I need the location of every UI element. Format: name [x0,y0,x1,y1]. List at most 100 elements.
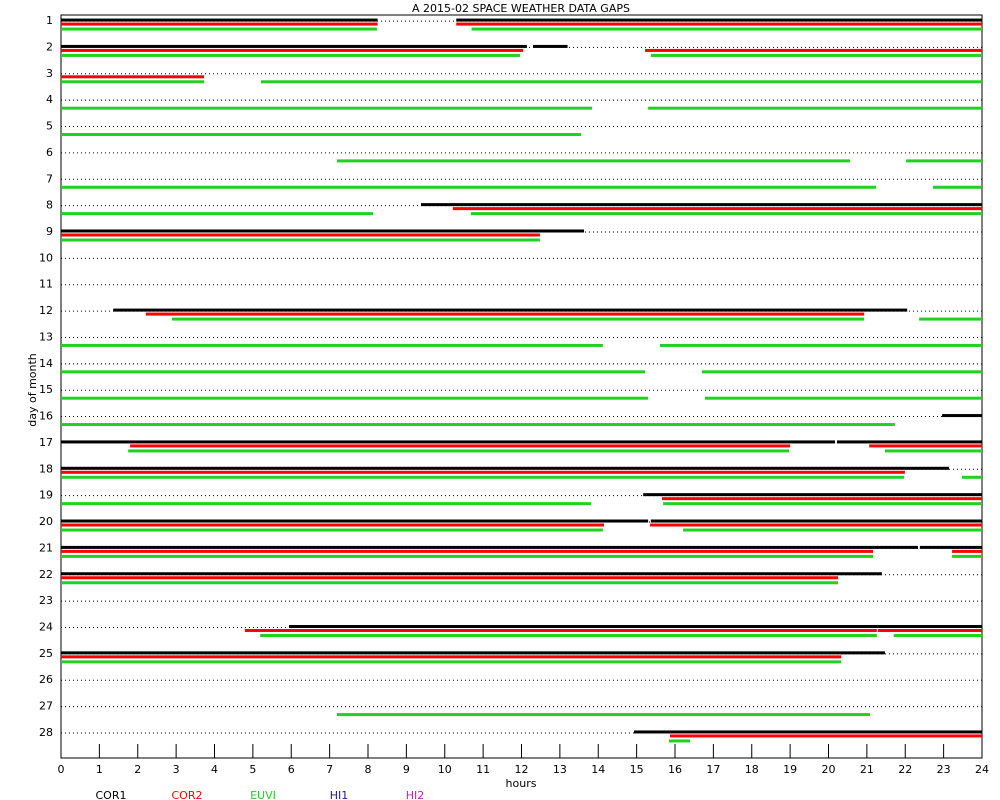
data-segment [906,159,982,163]
data-segment [61,576,839,580]
data-segment [336,713,870,717]
y-tick-label: 12 [39,304,53,317]
y-tick-label: 18 [39,462,53,475]
y-tick-label: 9 [46,225,53,238]
data-segment [962,475,982,479]
x-tick-label: 1 [96,763,103,776]
y-axis-label: day of month [26,353,39,427]
x-tick-label: 24 [975,763,989,776]
data-segment [643,493,982,497]
y-tick-label: 28 [39,726,53,739]
data-segment [61,343,603,347]
data-segment [633,730,982,734]
data-segment [61,75,205,79]
data-segment [171,317,865,321]
x-tick-label: 0 [58,763,65,776]
data-segment [456,22,982,26]
x-tick-label: 2 [134,763,141,776]
data-segment [260,80,983,84]
data-segment [919,545,982,549]
y-tick-label: 16 [39,410,53,423]
data-segment [668,739,690,743]
y-tick-label: 17 [39,436,53,449]
data-segment [893,633,982,637]
data-segment [61,229,585,233]
data-segment [61,660,842,664]
data-segment [61,528,603,532]
data-segment [932,185,982,189]
y-tick-label: 2 [46,40,53,53]
x-tick-label: 14 [591,763,605,776]
data-segment [836,440,982,444]
y-tick-label: 1 [46,14,53,27]
data-segment [683,528,982,532]
data-segment [145,312,865,316]
data-segment [336,159,850,163]
x-tick-label: 3 [173,763,180,776]
data-segment [128,449,789,453]
y-tick-label: 22 [39,568,53,581]
data-segment [61,523,605,527]
x-tick-label: 12 [515,763,529,776]
y-tick-label: 4 [46,93,53,106]
y-tick-label: 3 [46,67,53,80]
data-segment [61,475,905,479]
y-tick-label: 24 [39,620,53,633]
data-segment [244,628,877,632]
x-tick-label: 13 [553,763,567,776]
data-segment [645,48,982,52]
data-segment [670,734,982,738]
data-segment [61,549,874,553]
y-tick-label: 19 [39,489,53,502]
legend-label: HI2 [406,789,425,800]
y-tick-label: 14 [39,357,53,370]
data-segment [470,212,982,216]
data-segment [878,628,982,632]
data-segment [61,22,378,26]
data-segment [452,207,983,211]
y-tick-label: 21 [39,541,53,554]
data-segment [260,633,877,637]
data-segment [61,133,581,137]
data-segment [61,27,377,31]
data-segment [661,497,982,501]
data-segment [61,423,895,427]
data-segment [61,44,527,48]
data-segment [61,554,874,558]
data-segment [61,396,649,400]
data-segment [61,48,524,52]
y-tick-label: 23 [39,594,53,607]
x-tick-label: 17 [706,763,720,776]
data-segment [113,308,908,312]
data-segment [61,581,839,585]
data-segment [61,18,378,22]
data-segment [61,80,205,84]
legend-label: HI1 [330,789,349,800]
y-tick-label: 13 [39,330,53,343]
x-tick-label: 23 [937,763,951,776]
legend-label: EUVI [250,789,276,800]
data-segment [61,440,836,444]
y-tick-label: 6 [46,146,53,159]
x-axis-label: hours [506,777,537,790]
y-tick-label: 26 [39,673,53,686]
x-tick-label: 22 [898,763,912,776]
y-tick-label: 11 [39,278,53,291]
data-segment [650,53,982,57]
data-segment [61,53,520,57]
x-tick-label: 6 [288,763,295,776]
y-tick-label: 7 [46,172,53,185]
x-tick-label: 11 [476,763,490,776]
legend-label: COR2 [172,789,203,800]
data-segment [650,519,982,523]
y-tick-label: 8 [46,199,53,212]
data-segment [952,549,982,553]
data-segment [942,414,982,418]
data-segment [61,212,373,216]
data-segment [288,624,982,628]
data-segment [660,343,982,347]
data-segment [61,370,646,374]
data-segment [61,238,540,242]
